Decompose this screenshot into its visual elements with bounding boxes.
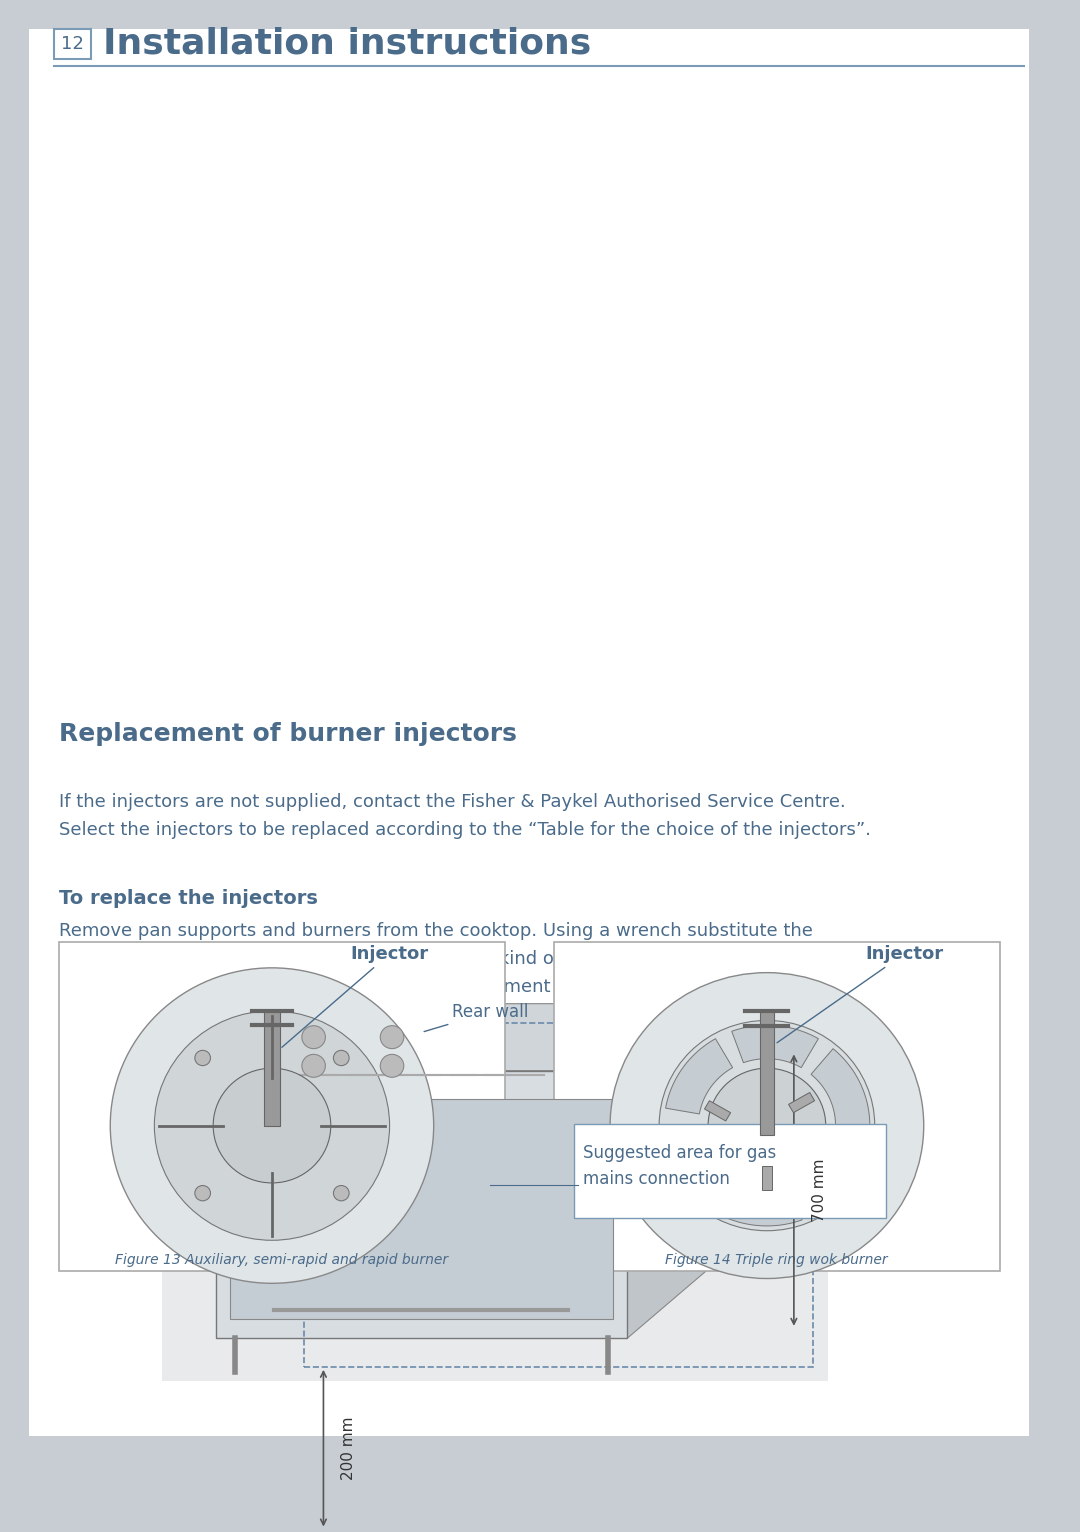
Bar: [265, 1011, 280, 1126]
Circle shape: [194, 1051, 211, 1066]
Bar: [216, 1071, 627, 1339]
Polygon shape: [801, 1137, 868, 1212]
Text: If the injectors are not supplied, contact the Fisher & Paykel Authorised Servic: If the injectors are not supplied, conta…: [58, 794, 870, 840]
Bar: [162, 1023, 828, 1382]
Text: To replace the injectors: To replace the injectors: [58, 889, 318, 908]
Bar: [760, 1011, 773, 1135]
Circle shape: [213, 1068, 330, 1183]
Polygon shape: [216, 1003, 705, 1071]
Text: Injector: Injector: [282, 945, 429, 1048]
Text: Replacement of burner injectors: Replacement of burner injectors: [58, 722, 516, 746]
Text: Figure 13 Auxiliary, semi-rapid and rapid burner: Figure 13 Auxiliary, semi-rapid and rapi…: [116, 1253, 448, 1267]
Circle shape: [302, 1054, 325, 1077]
Circle shape: [708, 1068, 826, 1183]
Text: 12: 12: [62, 35, 84, 54]
Circle shape: [302, 1026, 325, 1048]
Bar: [554, 942, 1000, 1272]
Polygon shape: [732, 1025, 819, 1068]
Circle shape: [110, 968, 434, 1284]
Polygon shape: [664, 1126, 723, 1203]
Circle shape: [610, 973, 923, 1279]
FancyBboxPatch shape: [575, 1124, 886, 1218]
Polygon shape: [665, 1039, 732, 1114]
Text: Rear wall: Rear wall: [424, 1003, 528, 1031]
Circle shape: [194, 1186, 211, 1201]
Circle shape: [659, 1020, 875, 1230]
Bar: [58, 942, 504, 1272]
Polygon shape: [811, 1049, 869, 1126]
Bar: [303, 1023, 813, 1367]
Circle shape: [380, 1026, 404, 1048]
Text: 200 mm: 200 mm: [341, 1417, 356, 1480]
Text: Figure 14 Triple ring wok burner: Figure 14 Triple ring wok burner: [665, 1253, 888, 1267]
Circle shape: [334, 1186, 349, 1201]
Text: Remove pan supports and burners from the cooktop. Using a wrench substitute the
: Remove pan supports and burners from the…: [58, 922, 822, 996]
Text: Installation instructions: Installation instructions: [103, 28, 591, 61]
Bar: [762, 1166, 772, 1190]
Polygon shape: [715, 1184, 802, 1226]
Circle shape: [380, 1054, 404, 1077]
Bar: [704, 1100, 730, 1121]
Text: 700 mm: 700 mm: [811, 1158, 826, 1223]
Bar: [230, 1100, 612, 1319]
Circle shape: [334, 1051, 349, 1066]
Bar: [788, 1092, 814, 1112]
FancyBboxPatch shape: [29, 29, 1029, 1435]
Circle shape: [154, 1011, 390, 1241]
Text: Injector: Injector: [777, 945, 943, 1043]
Bar: [54, 29, 91, 60]
Polygon shape: [627, 1003, 705, 1339]
Text: Suggested area for gas
mains connection: Suggested area for gas mains connection: [583, 1144, 777, 1189]
